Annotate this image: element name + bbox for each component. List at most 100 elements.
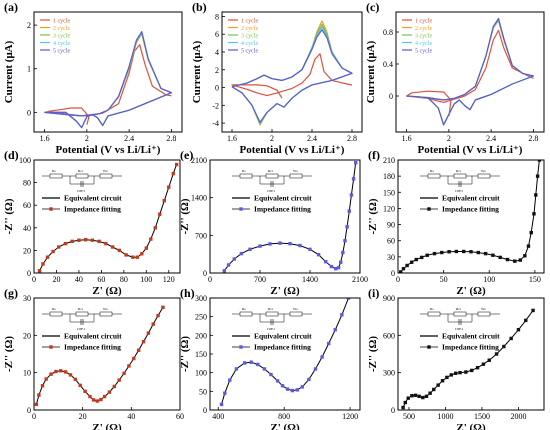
circuit-label: Rs: [52, 307, 56, 311]
data-point: [349, 193, 354, 197]
resistor-rs: [49, 311, 63, 317]
y-tick-label: 10: [23, 369, 31, 378]
x-tick-label: 0: [32, 275, 36, 284]
data-point: [469, 250, 473, 254]
fit-line: [400, 160, 540, 273]
series-line-1: [231, 53, 353, 99]
data-point: [445, 375, 449, 380]
data-point: [454, 249, 459, 254]
warburg-wo: [477, 173, 491, 179]
data-point: [124, 253, 128, 257]
y-tick-label: 2: [215, 66, 219, 75]
data-point: [140, 252, 144, 256]
y-tick-label: 2100: [191, 156, 207, 165]
data-point: [107, 390, 112, 394]
data-point: [131, 255, 135, 259]
y-tick-label: 90: [387, 221, 395, 230]
data-point: [63, 241, 68, 246]
data-point: [83, 389, 87, 394]
y-tick-label: 1: [27, 65, 31, 74]
y-tick-label: 0.8: [383, 28, 393, 37]
y-tick-label: 0: [391, 406, 395, 415]
legend-marker: [427, 345, 431, 349]
y-tick-label: 250: [195, 313, 207, 322]
data-point: [298, 243, 302, 248]
y-tick-label: 0: [203, 269, 207, 278]
x-tick-label: 2.4: [124, 134, 134, 143]
circuit-diagram: Rs Rct Wo CPE1: [232, 169, 312, 193]
y-tick-label: -2: [212, 101, 219, 110]
plot-area: [399, 160, 542, 273]
y-tick-label: 60: [387, 237, 395, 246]
y-tick-label: 80: [23, 179, 31, 188]
data-point: [498, 255, 502, 260]
x-tick-label: 40: [127, 412, 135, 421]
warburg-wo: [477, 311, 491, 317]
data-point: [117, 248, 122, 253]
data-point: [447, 250, 451, 254]
plot-frame: [209, 159, 361, 274]
resistor-rs: [239, 173, 253, 179]
data-point: [171, 171, 175, 176]
circuit-label: Wo: [293, 307, 298, 311]
y-tick-label: 700: [195, 231, 207, 240]
data-point: [275, 379, 280, 383]
series-line-1: [406, 29, 534, 117]
data-point: [531, 308, 535, 313]
data-point: [425, 253, 429, 257]
data-point: [49, 372, 53, 376]
data-point: [127, 364, 131, 368]
data-point: [77, 238, 81, 242]
legend-label: Equivalent circuit: [442, 194, 500, 203]
legend-label: 3 cycle: [415, 34, 432, 40]
plot-frame: [33, 11, 183, 133]
x-tick-label: 1400: [302, 275, 318, 284]
data-point: [91, 398, 96, 402]
y-tick-label: 1400: [191, 194, 207, 203]
data-point: [509, 336, 513, 341]
resistor-rct: [75, 311, 89, 317]
y-tick-label: 200: [195, 331, 207, 340]
legend-label: 4 cycle: [53, 41, 70, 47]
legend-label: Equivalent circuit: [254, 332, 312, 341]
x-tick-label: 2.8: [166, 134, 176, 143]
data-point: [248, 247, 252, 252]
x-tick-label: 120: [163, 275, 175, 284]
plot-frame: [397, 159, 545, 274]
x-tick-label: 1.6: [40, 134, 50, 143]
data-point: [41, 262, 45, 266]
circuit-diagram: Rs Rct Wo CPE1: [42, 307, 122, 331]
resistor-rs: [427, 311, 441, 317]
y-axis-label: -Z'' (Ω): [3, 336, 15, 372]
data-point: [334, 266, 338, 271]
plot-area: [219, 298, 351, 407]
data-point: [141, 339, 146, 344]
panel-label: (i): [368, 286, 379, 300]
x-tick-label: 60: [176, 412, 184, 421]
fit-line: [223, 162, 357, 272]
resistor-rct: [453, 311, 467, 317]
y-tick-label: 150: [383, 188, 395, 197]
data-point: [464, 370, 468, 374]
data-point: [535, 174, 540, 178]
data-point: [326, 341, 331, 346]
resistor-rs: [427, 173, 441, 179]
x-tick-label: 20: [79, 412, 87, 421]
legend-label: Equivalent circuit: [442, 332, 500, 341]
data-point: [153, 226, 157, 230]
circuit-label: Rct: [268, 307, 273, 311]
y-tick-label: 8: [215, 12, 219, 21]
data-point: [313, 367, 318, 371]
resistor-rct: [265, 173, 279, 179]
x-tick-label: 800: [278, 412, 290, 421]
plot-frame: [33, 297, 181, 411]
data-point: [122, 371, 126, 376]
legend-label: 1 cycle: [415, 19, 432, 25]
fit-line: [221, 298, 349, 405]
x-tick-label: 2.4: [307, 134, 317, 143]
